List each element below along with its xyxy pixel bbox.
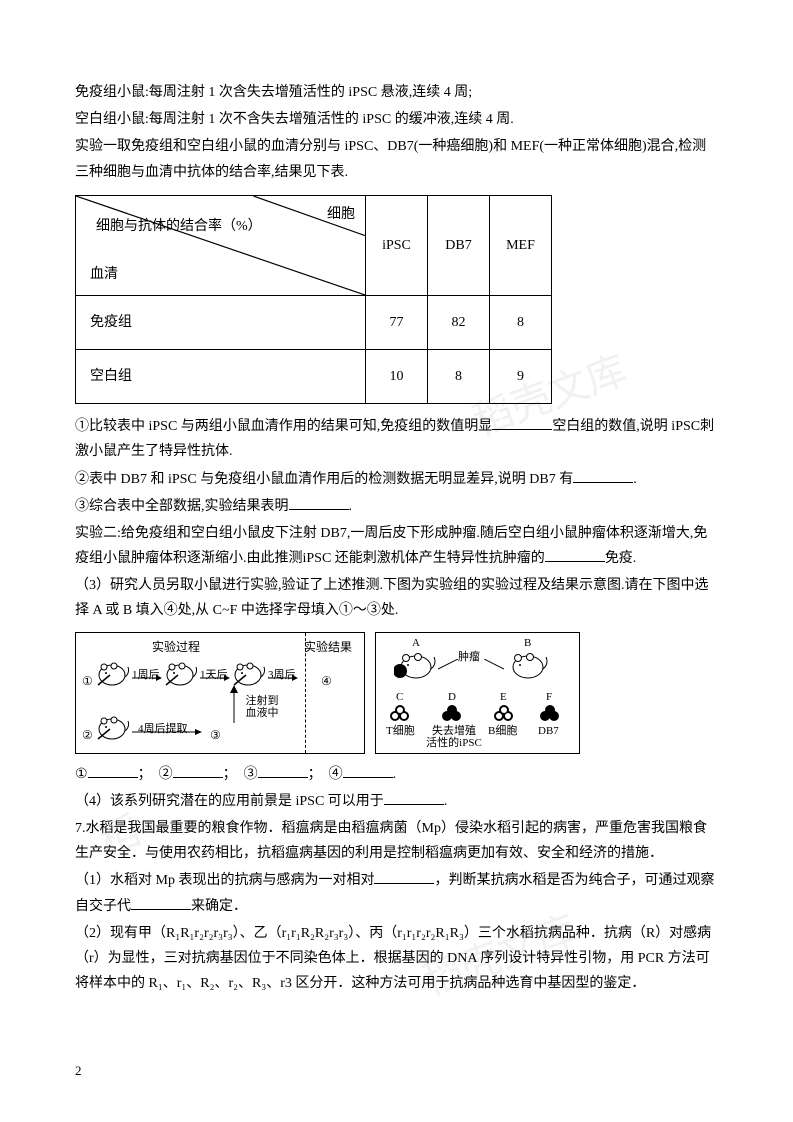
label-F: F bbox=[546, 691, 552, 703]
cell-cluster-icon bbox=[388, 705, 412, 723]
fill-1-label: ① bbox=[75, 767, 88, 782]
circle-3: ③ bbox=[210, 725, 221, 747]
label-db7: DB7 bbox=[538, 725, 559, 737]
cell-cluster-icon bbox=[492, 705, 516, 723]
arrow-icon bbox=[268, 674, 298, 682]
diagram-title-result: 实验结果 bbox=[304, 637, 352, 659]
diagram-process-box: 实验过程 实验结果 ① 1周后 1天后 bbox=[75, 632, 365, 754]
circle-4: ④ bbox=[321, 671, 332, 693]
q3-text-a: ③综合表中全部数据,实验结果表明 bbox=[75, 499, 289, 514]
blank-input[interactable] bbox=[492, 416, 552, 430]
q7-intro: 7.水稻是我国最重要的粮食作物．稻瘟病是由稻瘟病菌（Mp）侵染水稻引起的病害，严… bbox=[75, 816, 718, 866]
q7p1-a: （1）水稻对 Mp 表现出的抗病与感病为一对相对 bbox=[75, 873, 374, 888]
sep: ； bbox=[223, 767, 237, 782]
label-D: D bbox=[448, 691, 456, 703]
table-row-immune: 免疫组 bbox=[76, 295, 366, 349]
arrow-icon bbox=[200, 674, 230, 682]
q2-text-a: ②表中 DB7 和 iPSC 与免疫组小鼠血清作用后的检测数据无明显差异,说明 … bbox=[75, 472, 573, 487]
label-tumor: 肿瘤 bbox=[458, 651, 480, 663]
label-C: C bbox=[396, 691, 403, 703]
diagram-title-process: 实验过程 bbox=[152, 637, 200, 659]
blank-input[interactable] bbox=[88, 764, 138, 778]
arrow-icon bbox=[132, 674, 162, 682]
mouse-icon bbox=[96, 713, 130, 741]
q1-text-a: ①比较表中 iPSC 与两组小鼠血清作用的结果可知,免疫组的数值明显 bbox=[75, 419, 492, 434]
circle-1: ① bbox=[82, 671, 93, 693]
paragraph-4: （4）该系列研究潜在的应用前景是 iPSC 可以用于. bbox=[75, 789, 718, 814]
q2-text-b: . bbox=[633, 472, 637, 487]
table-val: 77 bbox=[366, 295, 428, 349]
exp2-text-b: 免疫. bbox=[605, 551, 637, 566]
fill-3-label: ③ bbox=[244, 767, 258, 782]
question-3: ③综合表中全部数据,实验结果表明. bbox=[75, 494, 718, 519]
blank-input[interactable] bbox=[374, 870, 434, 884]
dashed-divider bbox=[305, 633, 306, 753]
sep: ； bbox=[138, 767, 152, 782]
experiment-2: 实验二:给免疫组和空白组小鼠皮下注射 DB7,一周后皮下形成肿瘤.随后空白组小鼠… bbox=[75, 521, 718, 571]
mouse-icon bbox=[164, 659, 198, 687]
table-val: 9 bbox=[490, 349, 552, 403]
label-bcell: B细胞 bbox=[488, 725, 517, 737]
blank-input[interactable] bbox=[289, 496, 349, 510]
table-col-mef: MEF bbox=[490, 195, 552, 295]
intro-line2: 空白组小鼠:每周注射 1 次不含失去增殖活性的 iPSC 的缓冲液,连续 4 周… bbox=[75, 107, 718, 132]
blank-input[interactable] bbox=[545, 548, 605, 562]
period: . bbox=[393, 767, 397, 782]
table-header-bottom: 血清 bbox=[90, 262, 118, 287]
sep: ； bbox=[308, 767, 322, 782]
blank-input[interactable] bbox=[343, 764, 393, 778]
experiment-diagram: 实验过程 实验结果 ① 1周后 1天后 bbox=[75, 632, 718, 754]
table-col-ipsc: iPSC bbox=[366, 195, 428, 295]
q7-p2: （2）现有甲（R₁R₁r₂r₂r₃r₃）、乙（r₁r₁R₂R₂r₃r₃）、丙（r… bbox=[75, 921, 718, 997]
mouse-tumor-icon bbox=[394, 649, 436, 681]
table-header-right: 细胞 bbox=[327, 202, 355, 227]
label-E: E bbox=[500, 691, 507, 703]
table-header-diagonal: 细胞与抗体的结合率（%） 细胞 血清 bbox=[76, 195, 366, 295]
intro-line3: 实验一取免疫组和空白组小鼠的血清分别与 iPSC、DB7(一种癌细胞)和 MEF… bbox=[75, 134, 718, 184]
mouse-icon bbox=[96, 659, 130, 687]
table-val: 8 bbox=[428, 349, 490, 403]
diagram-options-box: A B 肿瘤 C D E F bbox=[375, 632, 580, 754]
paragraph-3: （3）研究人员另取小鼠进行实验,验证了上述推测.下图为实验组的实验过程及结果示意… bbox=[75, 573, 718, 623]
fill-4-label: ④ bbox=[329, 767, 343, 782]
table-row-blank: 空白组 bbox=[76, 349, 366, 403]
blank-input[interactable] bbox=[258, 764, 308, 778]
label-ipsc-lost: 失去增殖活性的iPSC bbox=[426, 725, 482, 749]
table-header-main: 细胞与抗体的结合率（%） bbox=[96, 214, 262, 239]
q7-p1: （1）水稻对 Mp 表现出的抗病与感病为一对相对，判断某抗病水稻是否为纯合子，可… bbox=[75, 868, 718, 918]
intro-line1: 免疫组小鼠:每周注射 1 次含失去增殖活性的 iPSC 悬液,连续 4 周; bbox=[75, 80, 718, 105]
question-1: ①比较表中 iPSC 与两组小鼠血清作用的结果可知,免疫组的数值明显空白组的数值… bbox=[75, 414, 718, 464]
fill-2-label: ② bbox=[159, 767, 173, 782]
label-tcell: T细胞 bbox=[386, 725, 415, 737]
mouse-icon bbox=[232, 659, 266, 687]
cell-cluster-icon bbox=[440, 705, 464, 723]
cell-cluster-icon bbox=[538, 705, 562, 723]
table-col-db7: DB7 bbox=[428, 195, 490, 295]
p4-text-a: （4）该系列研究潜在的应用前景是 iPSC 可以用于 bbox=[75, 794, 384, 809]
blank-input[interactable] bbox=[573, 469, 633, 483]
p4-text-b: . bbox=[444, 794, 448, 809]
question-2: ②表中 DB7 和 iPSC 与免疫组小鼠血清作用后的检测数据无明显差异,说明 … bbox=[75, 467, 718, 492]
table-val: 8 bbox=[490, 295, 552, 349]
blank-input[interactable] bbox=[173, 764, 223, 778]
pointer-line-icon bbox=[484, 659, 504, 671]
blank-input[interactable] bbox=[384, 791, 444, 805]
arrow-icon bbox=[132, 728, 202, 736]
fill-line: ① ； ② ； ③ ； ④. bbox=[75, 762, 718, 787]
circle-2: ② bbox=[82, 725, 93, 747]
blank-input[interactable] bbox=[131, 896, 191, 910]
label-inject: 注射到血液中 bbox=[240, 695, 284, 719]
label-B: B bbox=[524, 637, 531, 649]
page-number: 2 bbox=[75, 1059, 82, 1082]
label-A: A bbox=[412, 637, 420, 649]
table-val: 82 bbox=[428, 295, 490, 349]
q7p1-c: 来确定． bbox=[191, 899, 247, 914]
q3-text-b: . bbox=[349, 499, 353, 514]
mouse-icon bbox=[506, 649, 548, 681]
table-val: 10 bbox=[366, 349, 428, 403]
arrow-up-icon bbox=[228, 685, 240, 723]
binding-rate-table: 细胞与抗体的结合率（%） 细胞 血清 iPSC DB7 MEF 免疫组 77 8… bbox=[75, 195, 552, 404]
pointer-line-icon bbox=[438, 659, 458, 671]
